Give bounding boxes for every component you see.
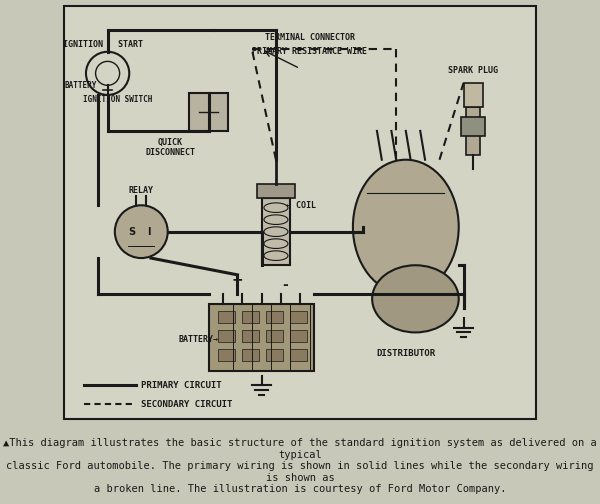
- Bar: [209, 303, 314, 371]
- Bar: [242, 330, 259, 342]
- Bar: [290, 349, 307, 361]
- Bar: [257, 183, 295, 198]
- Text: IGNITION SWITCH: IGNITION SWITCH: [83, 95, 152, 104]
- Text: QUICK
DISCONNECT: QUICK DISCONNECT: [145, 138, 195, 157]
- Bar: [290, 311, 307, 323]
- Text: TERMINAL CONNECTOR: TERMINAL CONNECTOR: [265, 33, 355, 42]
- Text: +: +: [232, 274, 243, 287]
- Ellipse shape: [353, 160, 459, 294]
- Bar: [290, 330, 307, 342]
- Text: DISTRIBUTOR: DISTRIBUTOR: [376, 349, 436, 358]
- Text: BATTERY→: BATTERY→: [179, 335, 219, 344]
- Text: IGNITION   START: IGNITION START: [63, 40, 143, 49]
- Ellipse shape: [372, 265, 459, 333]
- Bar: [466, 107, 481, 155]
- Bar: [64, 6, 536, 419]
- Text: PRIMARY RESISTANCE WIRE: PRIMARY RESISTANCE WIRE: [252, 47, 367, 56]
- Text: SECONDARY CIRCUIT: SECONDARY CIRCUIT: [141, 400, 233, 409]
- Text: RELAY: RELAY: [129, 186, 154, 195]
- Bar: [464, 83, 483, 107]
- Bar: [266, 311, 283, 323]
- Text: ▲This diagram illustrates the basic structure of the standard ignition system as: ▲This diagram illustrates the basic stru…: [3, 438, 597, 494]
- Bar: [266, 330, 283, 342]
- Bar: [242, 349, 259, 361]
- Text: I: I: [147, 227, 150, 237]
- Text: -: -: [283, 278, 289, 292]
- Circle shape: [115, 205, 168, 258]
- Bar: [266, 349, 283, 361]
- Bar: [218, 330, 235, 342]
- Bar: [242, 311, 259, 323]
- Text: ← COIL: ← COIL: [286, 201, 316, 210]
- Bar: [218, 349, 235, 361]
- Bar: [262, 198, 290, 265]
- Bar: [461, 116, 485, 136]
- Bar: [218, 311, 235, 323]
- Text: S: S: [128, 227, 135, 237]
- Text: PRIMARY CIRCUIT: PRIMARY CIRCUIT: [141, 381, 222, 390]
- Bar: [190, 93, 228, 131]
- Text: SPARK PLUG: SPARK PLUG: [448, 67, 498, 76]
- Text: BATTERY: BATTERY: [65, 81, 97, 90]
